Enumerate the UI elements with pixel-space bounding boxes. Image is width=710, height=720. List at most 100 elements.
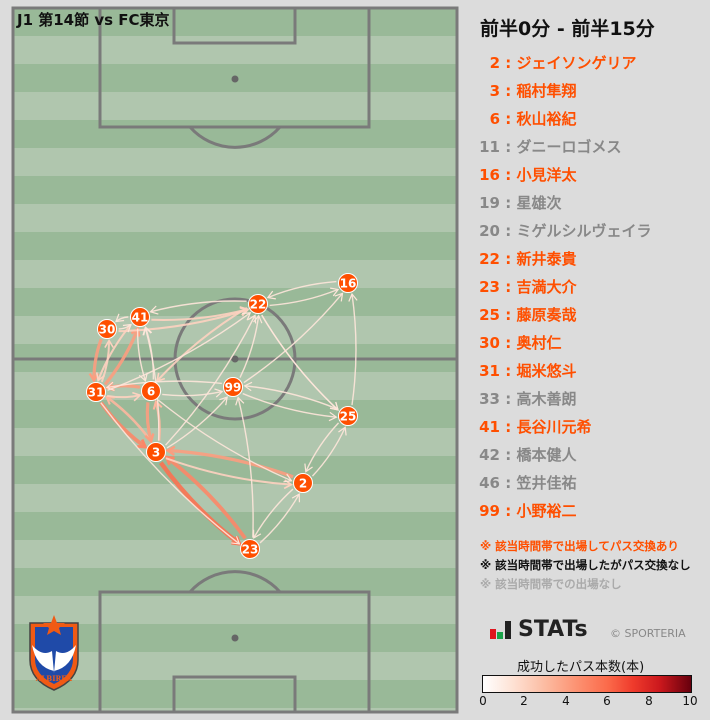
player-node: 16 bbox=[338, 273, 358, 293]
player-node-number: 22 bbox=[250, 298, 267, 312]
pass-arrowhead bbox=[132, 391, 142, 402]
player-list-item: 3 : 稲村隼翔 bbox=[476, 79, 651, 107]
player-node-number: 2 bbox=[299, 477, 307, 491]
player-number: 20 bbox=[479, 222, 500, 240]
player-number: 30 bbox=[479, 334, 500, 352]
pass-arrowhead bbox=[283, 473, 293, 483]
copyright: © SPORTERIA bbox=[610, 627, 686, 640]
pass-arrowhead bbox=[243, 381, 253, 392]
player-node-number: 25 bbox=[340, 410, 357, 424]
colorbar-tick: 2 bbox=[520, 694, 528, 708]
player-name: 藤原奏哉 bbox=[516, 306, 577, 324]
pass-line bbox=[305, 422, 340, 472]
club-crest: ALBIREX bbox=[29, 615, 79, 691]
pass-arrowhead bbox=[152, 399, 163, 410]
player-node: 22 bbox=[248, 294, 268, 314]
pass-arrowhead bbox=[231, 536, 241, 545]
player-node-number: 3 bbox=[152, 446, 160, 460]
pass-line bbox=[100, 402, 240, 545]
pass-arrowhead bbox=[242, 312, 252, 321]
player-number: 2 bbox=[489, 54, 500, 72]
player-list-item: 2 : ジェイソンゲリア bbox=[476, 51, 651, 79]
pass-line bbox=[106, 380, 222, 389]
pass-arrowhead bbox=[235, 396, 245, 406]
note-no-pass: ※ 該当時間帯で出場したがパス交換なし bbox=[480, 558, 691, 572]
pass-arrowhead bbox=[155, 372, 166, 383]
pass-line bbox=[145, 402, 153, 442]
player-number: 99 bbox=[479, 502, 500, 520]
pass-arrowhead bbox=[149, 305, 159, 315]
pass-line bbox=[269, 288, 339, 307]
colorbar-tick: 6 bbox=[603, 694, 611, 708]
stats-bars-icon bbox=[490, 621, 511, 639]
player-number: 23 bbox=[479, 278, 500, 296]
pass-line bbox=[92, 338, 103, 381]
pass-line bbox=[166, 396, 228, 449]
player-list-item: 31 : 堀米悠斗 bbox=[476, 359, 651, 387]
pass-line bbox=[244, 385, 339, 411]
player-number: 19 bbox=[479, 194, 500, 212]
time-period: 前半0分 - 前半15分 bbox=[480, 18, 655, 40]
player-name: ミゲルシルヴェイラ bbox=[516, 222, 652, 240]
pass-arrowhead bbox=[115, 313, 125, 323]
pitch-lines bbox=[11, 6, 459, 714]
player-list-item: 33 : 高木善朗 bbox=[476, 387, 651, 415]
player-list-item: 46 : 笠井佳祐 bbox=[476, 471, 651, 499]
player-node: 31 bbox=[86, 382, 106, 402]
pass-line bbox=[267, 280, 337, 299]
stats-logo-text: STATs bbox=[518, 617, 588, 642]
match-title: J1 第14節 vs FC東京 bbox=[17, 11, 170, 29]
pass-line bbox=[311, 427, 346, 477]
player-list-item: 6 : 秋山裕紀 bbox=[476, 107, 651, 135]
pass-arrowhead bbox=[122, 323, 132, 333]
pass-arrowhead bbox=[138, 372, 148, 382]
player-number: 42 bbox=[479, 446, 500, 464]
pass-line bbox=[162, 390, 223, 397]
pass-arrowhead bbox=[104, 338, 114, 348]
pass-arrowhead bbox=[266, 290, 276, 300]
pass-line bbox=[237, 397, 254, 538]
player-name: 小野裕二 bbox=[516, 502, 577, 520]
player-number: 31 bbox=[479, 362, 500, 380]
player-number: 16 bbox=[479, 166, 500, 184]
player-node-number: 30 bbox=[99, 323, 116, 337]
player-number: 3 bbox=[489, 82, 500, 100]
pass-line bbox=[97, 323, 132, 381]
pass-line bbox=[239, 315, 260, 378]
colorbar-tick: 0 bbox=[479, 694, 487, 708]
player-number: 11 bbox=[479, 138, 500, 156]
pass-line bbox=[156, 306, 248, 382]
player-node-number: 31 bbox=[88, 386, 105, 400]
pass-line bbox=[351, 293, 357, 406]
colorbar-tick: 4 bbox=[562, 694, 570, 708]
player-number: 46 bbox=[479, 474, 500, 492]
pass-arrowhead bbox=[144, 433, 155, 444]
colorbar-title: 成功したパス本数(本) bbox=[517, 660, 645, 675]
player-name: 堀米悠斗 bbox=[516, 362, 577, 380]
pass-arrowhead bbox=[165, 445, 176, 457]
player-number: 33 bbox=[479, 390, 500, 408]
player-list-item: 42 : 橋本健人 bbox=[476, 443, 651, 471]
pass-line bbox=[106, 394, 141, 399]
player-list-item: 41 : 長谷川元希 bbox=[476, 415, 651, 443]
pass-line bbox=[165, 457, 292, 486]
player-node: 3 bbox=[146, 442, 166, 462]
player-list-item: 25 : 藤原奏哉 bbox=[476, 303, 651, 331]
player-name: 奥村仁 bbox=[516, 334, 562, 352]
pass-arrowhead bbox=[338, 426, 347, 436]
pass-arrowhead bbox=[164, 455, 175, 466]
colorbar-tick: 10 bbox=[682, 694, 698, 708]
player-list-item: 19 : 星雄次 bbox=[476, 191, 651, 219]
player-name: 稲村隼翔 bbox=[516, 82, 577, 100]
note-active: ※ 該当時間帯で出場してパス交換あり bbox=[480, 539, 679, 553]
pass-arrowhead bbox=[95, 372, 106, 382]
pass-line bbox=[136, 328, 147, 381]
player-name: 星雄次 bbox=[516, 194, 562, 212]
pass-arrowhead bbox=[247, 314, 257, 324]
player-number: 22 bbox=[479, 250, 500, 268]
player-node: 41 bbox=[130, 307, 150, 327]
player-node-number: 99 bbox=[225, 381, 242, 395]
player-name: 新井泰貴 bbox=[516, 250, 577, 268]
pass-line bbox=[151, 308, 248, 321]
